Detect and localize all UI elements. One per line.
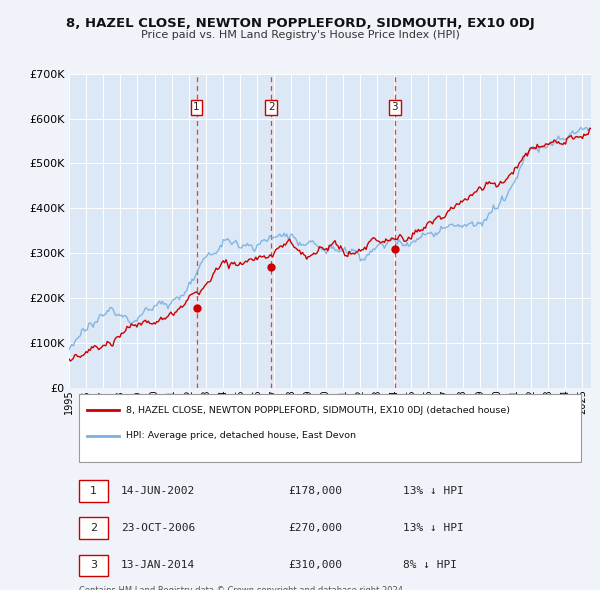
Text: 1: 1 — [90, 486, 97, 496]
Text: 14-JUN-2002: 14-JUN-2002 — [121, 486, 196, 496]
Text: 1: 1 — [193, 103, 200, 113]
FancyBboxPatch shape — [79, 394, 581, 463]
Text: 2: 2 — [90, 523, 97, 533]
FancyBboxPatch shape — [79, 517, 108, 539]
Text: 8, HAZEL CLOSE, NEWTON POPPLEFORD, SIDMOUTH, EX10 0DJ (detached house): 8, HAZEL CLOSE, NEWTON POPPLEFORD, SIDMO… — [127, 406, 511, 415]
Text: 13% ↓ HPI: 13% ↓ HPI — [403, 486, 464, 496]
Text: 13% ↓ HPI: 13% ↓ HPI — [403, 523, 464, 533]
Text: 3: 3 — [391, 103, 398, 113]
FancyBboxPatch shape — [79, 480, 108, 502]
Text: Contains HM Land Registry data © Crown copyright and database right 2024.
This d: Contains HM Land Registry data © Crown c… — [79, 586, 406, 590]
Text: 2: 2 — [268, 103, 275, 113]
Text: HPI: Average price, detached house, East Devon: HPI: Average price, detached house, East… — [127, 431, 356, 440]
Text: £310,000: £310,000 — [288, 560, 342, 571]
Text: £178,000: £178,000 — [288, 486, 342, 496]
Text: 8, HAZEL CLOSE, NEWTON POPPLEFORD, SIDMOUTH, EX10 0DJ: 8, HAZEL CLOSE, NEWTON POPPLEFORD, SIDMO… — [65, 17, 535, 30]
Text: 3: 3 — [90, 560, 97, 571]
Text: 23-OCT-2006: 23-OCT-2006 — [121, 523, 196, 533]
Text: Price paid vs. HM Land Registry's House Price Index (HPI): Price paid vs. HM Land Registry's House … — [140, 30, 460, 40]
Text: 13-JAN-2014: 13-JAN-2014 — [121, 560, 196, 571]
Text: £270,000: £270,000 — [288, 523, 342, 533]
FancyBboxPatch shape — [79, 555, 108, 576]
Text: 8% ↓ HPI: 8% ↓ HPI — [403, 560, 457, 571]
